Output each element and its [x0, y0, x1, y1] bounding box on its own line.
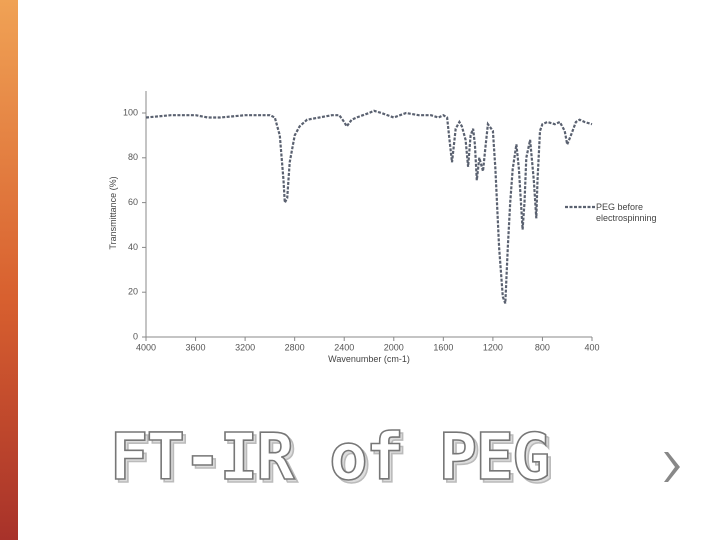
- x-tick-label: 2400: [334, 342, 354, 352]
- x-tick-label: 4000: [136, 342, 156, 352]
- y-tick-label: 0: [133, 331, 138, 341]
- y-tick-label: 60: [128, 197, 138, 207]
- x-tick-label: 1200: [483, 342, 503, 352]
- spectrum-line: [145, 109, 593, 304]
- x-tick-label: 400: [584, 342, 599, 352]
- x-tick-label: 2000: [384, 342, 404, 352]
- y-tick-label: 40: [128, 242, 138, 252]
- next-chevron[interactable]: [664, 452, 680, 482]
- y-tick-label: 80: [128, 152, 138, 162]
- x-axis-label: Wavenumber (cm-1): [328, 354, 410, 364]
- accent-strip: [0, 0, 18, 540]
- x-tick-label: 3200: [235, 342, 255, 352]
- x-tick-label: 2800: [285, 342, 305, 352]
- y-tick-label: 100: [123, 107, 138, 117]
- title-shadow: FT-IR of PEG: [113, 424, 551, 498]
- y-axis-label: Transmittance (%): [108, 176, 118, 249]
- legend-label: PEG before electrospinning: [596, 202, 657, 223]
- y-tick-label: 20: [128, 287, 138, 297]
- x-tick-label: 3600: [186, 342, 206, 352]
- x-tick-label: 1600: [433, 342, 453, 352]
- slide-title: FT-IR of PEG: [110, 421, 548, 495]
- x-tick-label: 800: [535, 342, 550, 352]
